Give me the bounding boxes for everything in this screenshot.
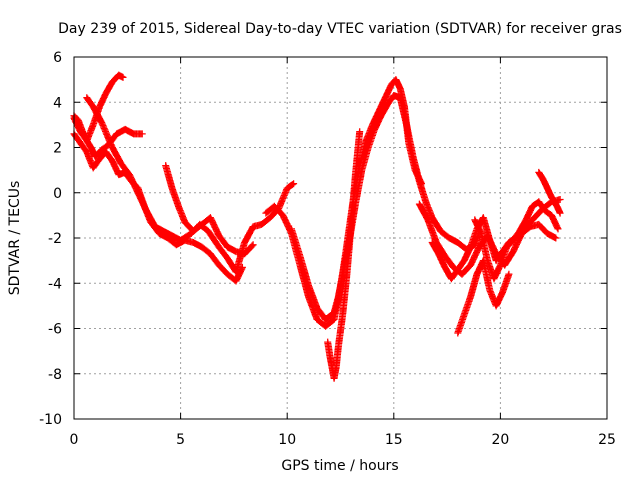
y-tick-label: -10 [39,412,62,428]
x-tick-label: 15 [385,432,403,448]
marker-trail [454,257,513,337]
y-tick-label: -4 [48,276,62,292]
grid-lines [74,57,607,419]
axis-ticks: 0 5 10 15 20 25 -10 -8 -6 -4 -2 0 2 4 6 [39,50,616,448]
series-arc-h [324,128,364,382]
series-arc-g [288,92,483,323]
marker-trail [162,162,257,258]
y-tick-label: -6 [48,322,62,338]
marker-trail [535,168,564,217]
x-tick-label: 25 [598,432,616,448]
x-axis-label: GPS time / hours [281,458,398,474]
data-points [70,71,564,382]
x-tick-label: 20 [491,432,509,448]
y-tick-label: 4 [53,95,62,111]
y-tick-label: -8 [48,367,62,383]
series-arc-k [454,257,513,337]
x-tick-label: 0 [70,432,79,448]
y-tick-label: 0 [53,186,62,202]
y-tick-label: -2 [48,231,62,247]
y-axis-label: SDTVAR / TECUs [7,181,23,296]
series-arc-l [471,198,562,283]
y-tick-label: 6 [53,50,62,66]
marker-trail [288,92,483,323]
series-arc-e [162,162,257,258]
series-arc-c [83,94,298,276]
x-tick-label: 5 [176,432,185,448]
y-tick-label: 2 [53,141,62,157]
series-arc-m [535,168,564,217]
marker-trail [324,128,364,382]
chart-title: Day 239 of 2015, Sidereal Day-to-day VTE… [58,21,622,37]
marker-trail [83,94,298,276]
x-tick-label: 10 [278,432,296,448]
marker-trail [471,198,562,283]
